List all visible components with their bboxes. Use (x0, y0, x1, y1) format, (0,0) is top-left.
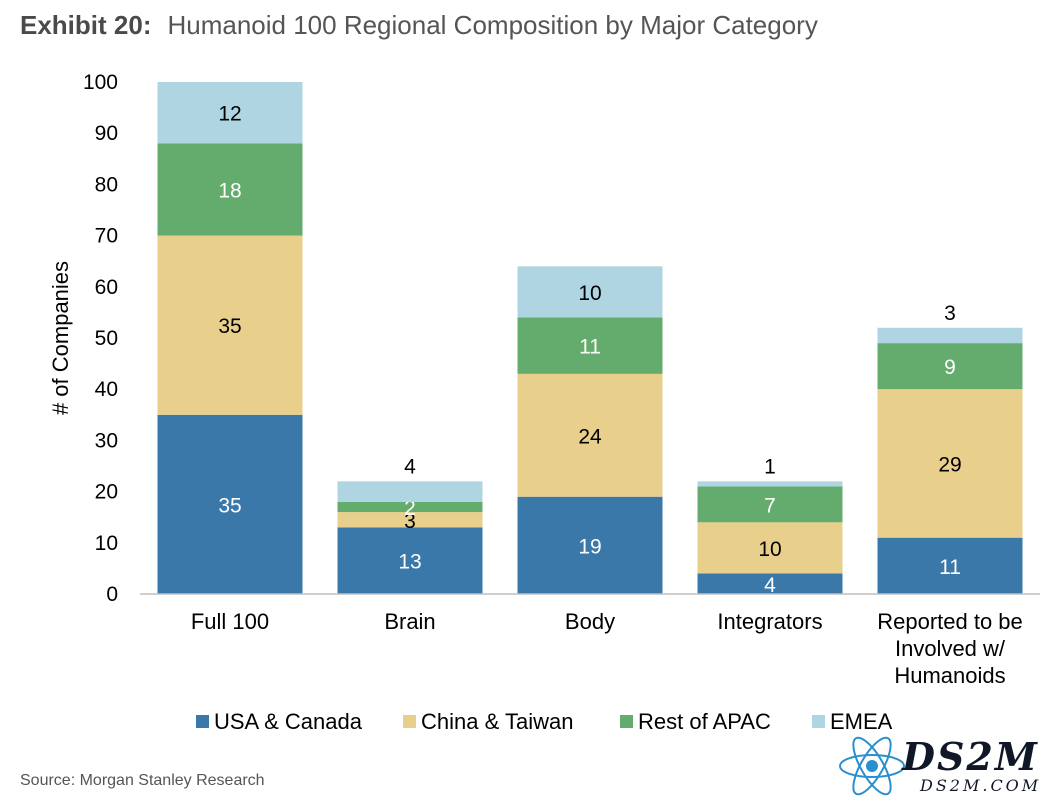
legend-swatch (403, 715, 416, 728)
y-tick-label: 0 (106, 583, 118, 606)
legend-label: Rest of APAC (638, 709, 771, 734)
y-axis: 0 10 20 30 40 50 60 70 80 90 100 # of Companies (48, 71, 118, 606)
legend-swatch (196, 715, 209, 728)
bar-segment (517, 496, 663, 594)
bar-segment (157, 82, 303, 144)
data-label: 3 (404, 510, 416, 533)
bar-segment (157, 235, 303, 415)
bar-segment (697, 573, 843, 594)
y-tick-label: 10 (95, 532, 118, 555)
data-label: 9 (944, 356, 956, 379)
y-tick-label: 80 (95, 173, 118, 196)
watermark-subtext: DS2M.COM (920, 776, 1042, 795)
x-tick-label: Integrators (717, 609, 822, 634)
data-label: 12 (218, 103, 241, 126)
data-label: 18 (218, 180, 241, 203)
watermark-text: DS2M (902, 734, 1039, 779)
data-label: 1 (764, 455, 776, 478)
bar-segment (877, 343, 1023, 390)
bar-segment (337, 481, 483, 502)
bar-segment (697, 522, 843, 574)
legend-swatch (620, 715, 633, 728)
stacked-bar-chart: 0 10 20 30 40 50 60 70 80 90 100 # of Companies 35 3… (48, 71, 1040, 734)
data-label: 29 (938, 453, 961, 476)
data-label: 7 (764, 494, 776, 517)
y-tick-label: 50 (95, 327, 118, 350)
legend: USA & Canada China & Taiwan Rest of APAC EM… (196, 709, 893, 734)
bar-segment (517, 373, 663, 497)
x-tick-label: Full 100 (191, 609, 269, 634)
chart-title: Humanoid 100 Regional Composition by Maj… (167, 10, 818, 40)
x-tick-label: Reported to be Involved w/Humanoids (877, 609, 1023, 688)
data-label: 11 (939, 556, 961, 579)
data-label: 4 (764, 574, 776, 597)
x-axis: Full 100 Brain Body Integrators Reported to … (140, 593, 1040, 688)
data-label: 3 (944, 302, 956, 325)
bar-segment (697, 486, 843, 523)
y-tick-label: 20 (95, 481, 118, 504)
bar-segment (877, 389, 1023, 538)
bar-segment (517, 317, 663, 374)
bar-segment (877, 537, 1023, 594)
atom-icon (839, 736, 905, 796)
legend-swatch (812, 715, 825, 728)
legend-label: USA & Canada (214, 709, 363, 734)
data-label: 19 (578, 535, 601, 558)
exhibit-label: Exhibit 20: (20, 10, 152, 40)
x-tick-label: Brain (384, 609, 435, 634)
data-label: 2 (404, 497, 416, 520)
data-label: 24 (578, 425, 602, 448)
legend-label: China & Taiwan (421, 709, 573, 734)
source-note: Source: Morgan Stanley Research (20, 772, 265, 789)
y-axis-title: # of Companies (48, 261, 73, 415)
bar-segment (697, 481, 843, 487)
bar-segment (517, 266, 663, 318)
y-tick-label: 30 (95, 429, 118, 452)
y-tick-label: 100 (83, 71, 118, 94)
bar-segment (337, 527, 483, 594)
bar-segment (337, 512, 483, 528)
y-tick-label: 90 (95, 122, 118, 145)
data-label: 10 (758, 538, 781, 561)
watermark-logo: DS2M DS2M.COM (836, 734, 1056, 798)
data-label: 35 (218, 494, 241, 517)
y-tick-label: 60 (95, 276, 118, 299)
data-label: 35 (218, 315, 241, 338)
data-label: 10 (578, 282, 601, 305)
bar-segment (877, 327, 1023, 344)
bar-segment (337, 501, 483, 513)
data-label: 11 (579, 336, 601, 359)
legend-label: EMEA (830, 709, 893, 734)
chart-header: Exhibit 20: Humanoid 100 Regional Compos… (20, 10, 818, 46)
data-label: 13 (398, 551, 421, 574)
bar-segment (157, 143, 303, 236)
bar-segment (157, 414, 303, 594)
y-tick-label: 70 (95, 225, 118, 248)
x-tick-label: Body (565, 609, 615, 634)
data-label: 4 (404, 455, 416, 478)
y-tick-label: 40 (95, 378, 118, 401)
